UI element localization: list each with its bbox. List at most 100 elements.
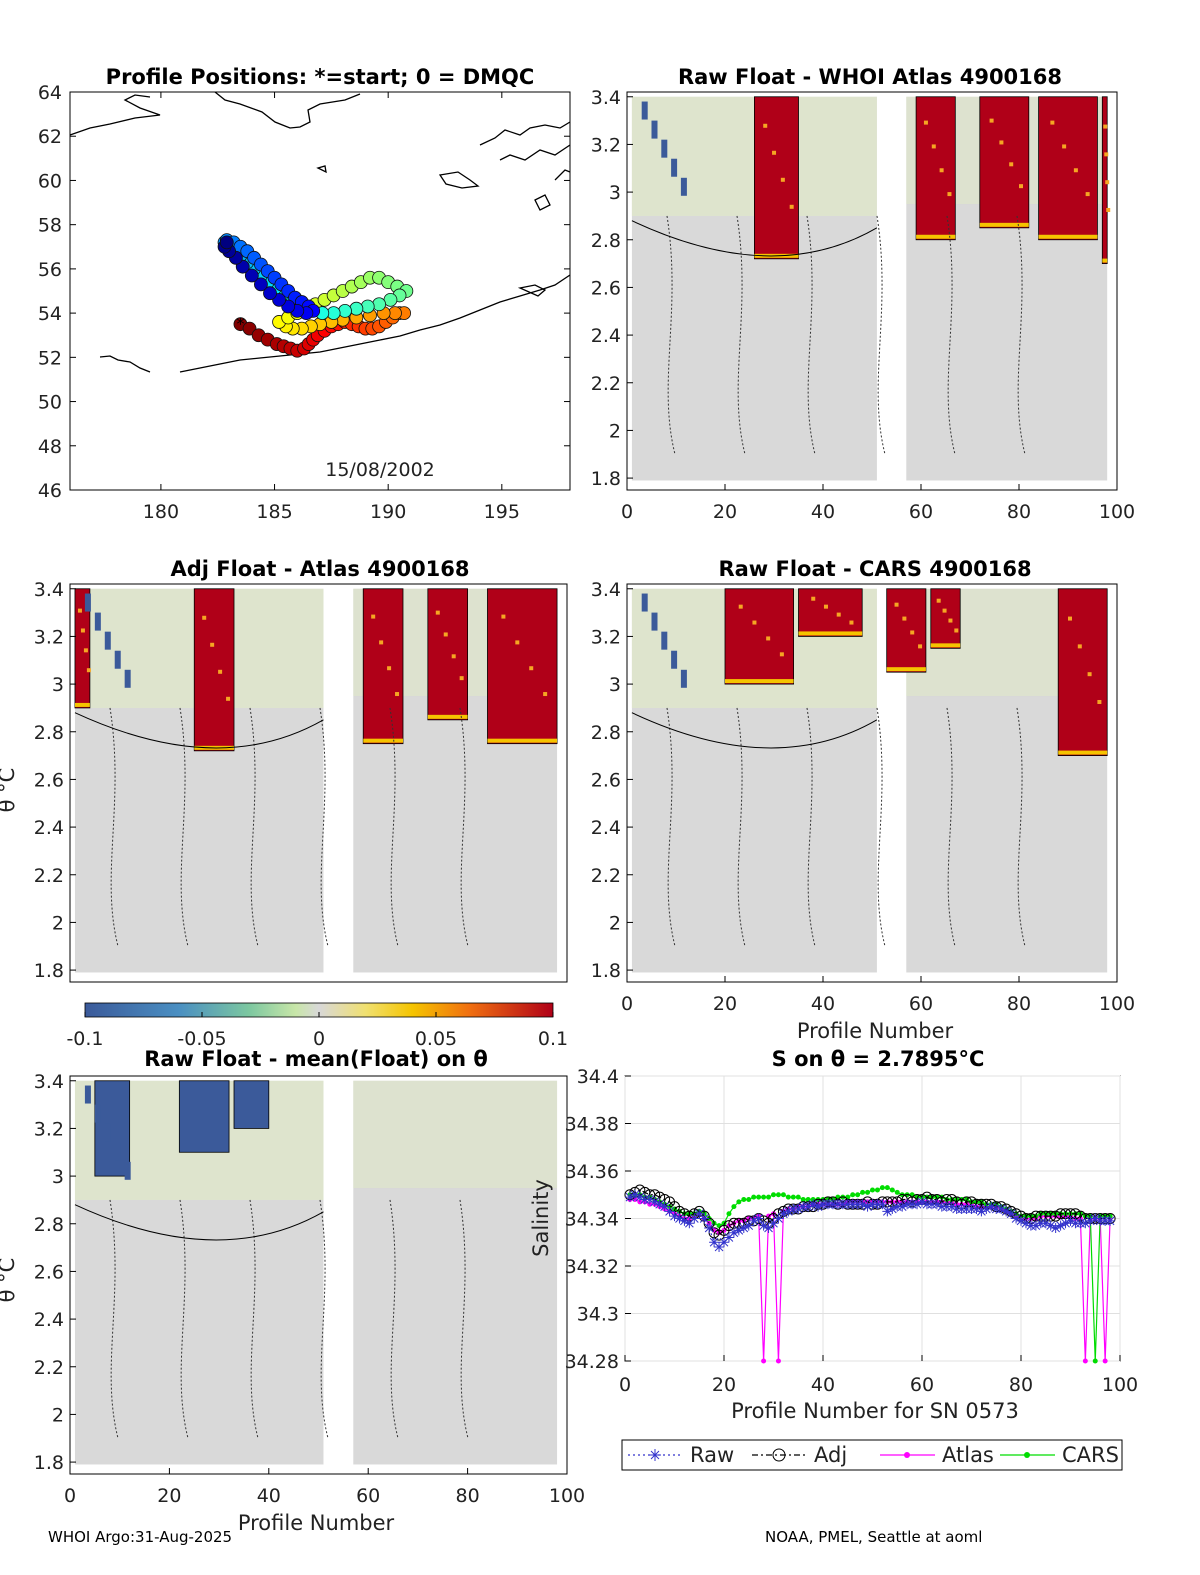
contour-line (109, 1199, 119, 1439)
warm-edge (74, 702, 90, 707)
map-profile-marker (263, 286, 277, 301)
salinity-x-tick-label: 20 (712, 1374, 736, 1396)
map-coastline (69, 91, 571, 373)
salinity-series (624, 1184, 1116, 1364)
contour-line (179, 707, 189, 947)
warm-highlight-cell (789, 204, 794, 209)
x-tick-label: 20 (157, 1485, 181, 1507)
warm-anomaly-block (798, 588, 863, 637)
cold-cell (671, 158, 678, 177)
contour-line (179, 1199, 189, 1439)
colorbar-ticks: -0.1 -0.05 0 0.05 0.1 (66, 1012, 568, 1050)
panel-adj-atlas-title: Adj Float - Atlas 4900168 (170, 557, 469, 581)
y-tick-label: 2.2 (591, 865, 621, 887)
salinity-y-tick-label: 34.32 (565, 1256, 619, 1278)
salinity-point-raw (669, 1211, 680, 1222)
solid-contour (74, 1204, 324, 1241)
map-profile-marker (254, 277, 268, 292)
warm-highlight-cell (1068, 616, 1072, 621)
salinity-point-raw (862, 1201, 873, 1212)
warm-edge (798, 631, 863, 636)
y-tick-label: 3 (609, 182, 621, 204)
warm-highlight-cell (942, 608, 947, 613)
x-tick-label: 80 (1007, 993, 1031, 1015)
colorbar-tick-label: 0.1 (538, 1028, 568, 1050)
salinity-x-tick-label: 0 (619, 1374, 631, 1396)
map-y-tick-label: 60 (38, 170, 62, 192)
legend-label-cars: CARS (1062, 1443, 1119, 1467)
salinity-point-cars (731, 1204, 737, 1210)
y-tick-label: 2 (52, 912, 64, 934)
panel-raw-cars-xlabel: Profile Number (797, 1019, 954, 1043)
salinity-point-raw (976, 1206, 987, 1217)
salinity-y-tick-label: 34.28 (565, 1351, 619, 1373)
map-x-tick-label: 195 (484, 501, 520, 523)
salinity-point-cars (761, 1194, 767, 1200)
contour-line (1016, 215, 1026, 455)
salinity-point-raw (803, 1201, 814, 1212)
contour-line (1016, 707, 1026, 947)
legend-label-raw: Raw (690, 1443, 734, 1467)
warm-anomaly-block (427, 588, 468, 721)
panel-adj-atlas-ylabel: θ °C (0, 768, 19, 813)
y-tick-label: 2.6 (34, 1261, 64, 1283)
y-tick-label: 2 (609, 912, 621, 934)
warm-highlight-cell (443, 632, 448, 637)
contour-line (946, 215, 956, 455)
y-tick-label: 3.4 (34, 1071, 64, 1093)
cold-cell (84, 1085, 91, 1104)
salinity-point-cars (879, 1185, 885, 1191)
warm-edge (916, 234, 956, 239)
cold-cell (124, 669, 131, 688)
salinity-point-raw (664, 1206, 675, 1217)
salinity-point-cars (1092, 1358, 1098, 1364)
salinity-point-cars (766, 1194, 772, 1200)
warm-highlight-cell (779, 652, 784, 657)
y-tick-label: 2.2 (34, 865, 64, 887)
legend-label-adj: Adj (814, 1443, 847, 1467)
salinity-point-cars (860, 1189, 866, 1195)
warm-highlight-cell (780, 177, 785, 182)
warm-highlight-cell (1105, 180, 1110, 185)
warm-highlight-cell (910, 630, 915, 635)
salinity-point-cars (771, 1192, 776, 1198)
warm-anomaly-block (724, 588, 794, 685)
warm-anomaly-block (915, 96, 956, 241)
warm-highlight-cell (387, 666, 392, 671)
x-tick-label: 40 (811, 501, 835, 523)
y-tick-label: 2.8 (591, 722, 621, 744)
warm-highlight-cell (501, 614, 506, 619)
salinity-point-raw (704, 1223, 715, 1233)
salinity-point-cars (884, 1185, 890, 1191)
salinity-x-tick-label: 60 (910, 1374, 934, 1396)
warm-highlight-cell (823, 604, 828, 609)
salinity-point-cars (741, 1197, 747, 1202)
y-tick-label: 2.6 (591, 769, 621, 791)
y-tick-label: 1.8 (34, 960, 64, 982)
panel-raw-mean: Raw Float - mean(Float) on θ Profile Num… (0, 1047, 585, 1535)
salinity-xlabel: Profile Number for SN 0573 (731, 1399, 1019, 1423)
cold-cell (114, 1142, 121, 1161)
x-tick-label: 100 (549, 1485, 585, 1507)
warm-anomaly-block (886, 588, 927, 673)
y-tick-label: 3 (609, 674, 621, 696)
salinity-x-ticks: 0 20 40 60 80 100 (619, 1355, 1138, 1396)
warm-highlight-cell (811, 596, 816, 601)
cold-anomaly-block (178, 1080, 230, 1153)
panel-raw-atlas: Raw Float - WHOI Atlas 4900168 1.8 2 2.2 2.… (591, 65, 1135, 523)
salinity-point-raw (743, 1220, 754, 1231)
salinity-y-ticks: 34.28 34.3 34.32 34.34 34.36 34.38 34.4 (565, 1066, 631, 1373)
cold-cell (104, 631, 111, 650)
colorbar: -0.1 -0.05 0 0.05 0.1 (66, 1002, 568, 1050)
warm-anomaly-block (1038, 96, 1098, 241)
salinity-point-cars (795, 1194, 801, 1200)
x-tick-label: 20 (713, 993, 737, 1015)
y-tick-label: 2.8 (34, 722, 64, 744)
x-tick-label: 0 (621, 501, 633, 523)
near-zero-band (353, 1080, 558, 1189)
contour-line (736, 707, 746, 947)
panel-raw-mean-title: Raw Float - mean(Float) on θ (144, 1047, 488, 1071)
y-tick-label: 3.4 (34, 579, 64, 601)
y-tick-label: 2.6 (591, 277, 621, 299)
